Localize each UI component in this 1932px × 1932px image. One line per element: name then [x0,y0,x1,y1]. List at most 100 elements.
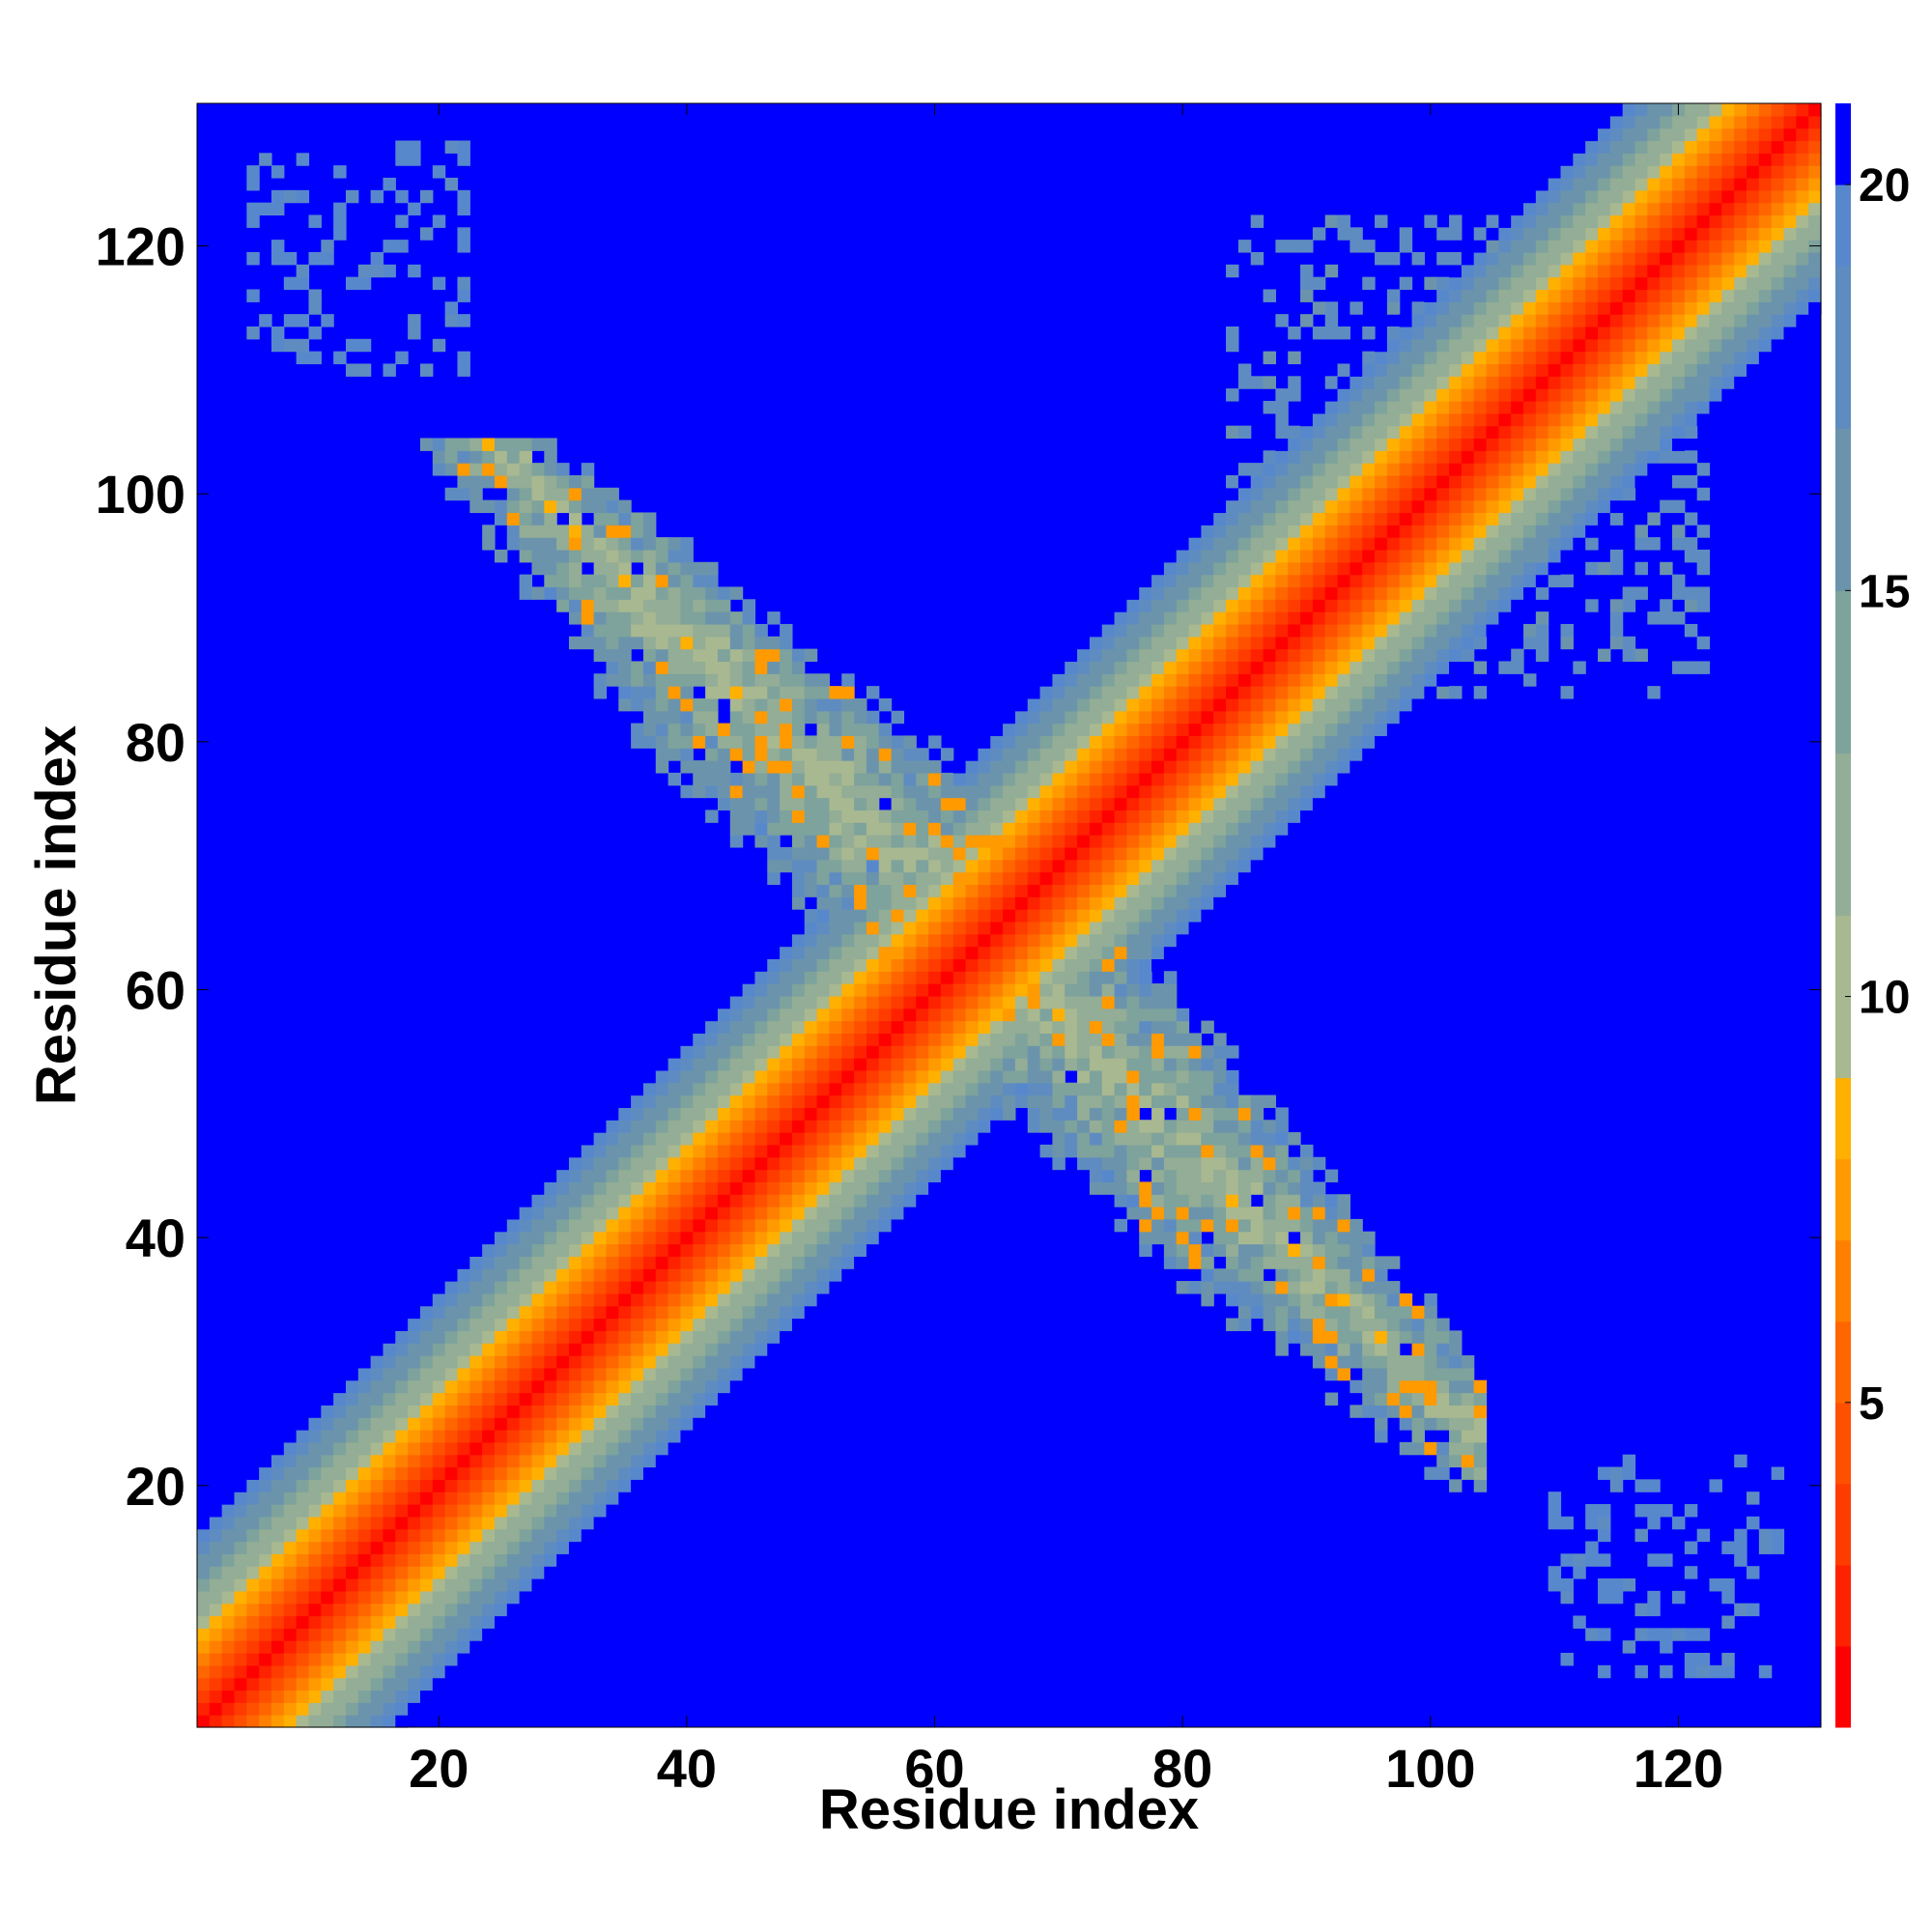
heatmap-cell [1237,846,1252,861]
heatmap-cell [705,1305,719,1320]
heatmap-cell [1300,1169,1314,1182]
heatmap-cell [1386,301,1401,315]
heatmap-cell [1598,326,1611,340]
heatmap-cell [680,1367,694,1381]
heatmap-cell [457,1504,470,1518]
heatmap-cell [791,697,806,712]
heatmap-cell [531,1504,545,1518]
heatmap-cell [618,1094,632,1108]
heatmap-cell [1511,326,1524,340]
heatmap-cell [444,1479,459,1492]
heatmap-cell [531,1528,545,1543]
heatmap-cell [321,1715,334,1728]
heatmap-cell [866,686,880,699]
heatmap-cell [321,1479,334,1492]
heatmap-cell [804,1008,818,1022]
heatmap-cell [370,1715,384,1728]
heatmap-cell [878,1020,893,1034]
heatmap-cell [259,1516,272,1530]
heatmap-cell [568,574,582,588]
heatmap-cell [1226,1169,1239,1182]
heatmap-cell [457,1541,470,1554]
heatmap-cell [259,1578,272,1592]
heatmap-cell [581,1379,595,1394]
heatmap-cell [593,1417,608,1431]
heatmap-cell [1237,574,1252,588]
heatmap-cell [593,1454,608,1468]
heatmap-cell [1386,400,1401,414]
heatmap-cell [482,1553,496,1567]
heatmap-cell [878,1169,893,1182]
heatmap-cell [1598,214,1611,228]
heatmap-cell [1089,697,1103,712]
heatmap-cell [383,1702,396,1716]
heatmap-cell [866,871,880,886]
heatmap-cell [804,846,818,861]
heatmap-cell [1226,835,1239,848]
heatmap-cell [1126,636,1140,650]
heatmap-cell [1473,227,1488,241]
heatmap-cell [1014,748,1029,761]
heatmap-cell [854,1107,867,1121]
heatmap-cell [444,487,459,501]
heatmap-cell [544,512,557,526]
heatmap-cell [321,1392,334,1406]
heatmap-cell [457,1615,470,1629]
heatmap-cell [1375,438,1388,451]
heatmap-cell [829,686,842,699]
heatmap-cell [928,1094,942,1108]
heatmap-cell [296,1466,310,1480]
heatmap-cell [606,1107,619,1121]
heatmap-cell [1114,958,1127,972]
heatmap-cell [1312,438,1326,451]
heatmap-cell [866,1144,880,1158]
heatmap-cell [1027,995,1041,1009]
heatmap-cell [866,1132,880,1146]
heatmap-cell [742,1094,756,1108]
heatmap-cell [1151,772,1165,786]
heatmap-cell [1077,810,1091,823]
heatmap-cell [1337,686,1350,699]
heatmap-cell [494,474,508,489]
heatmap-cell [1498,599,1512,612]
heatmap-cell [878,909,893,923]
heatmap-cell [1139,846,1152,861]
heatmap-cell [767,1281,781,1294]
heatmap-cell [1386,363,1401,377]
heatmap-cell [854,735,867,749]
heatmap-cell [568,1392,582,1406]
heatmap-cell [482,1615,496,1629]
heatmap-cell [1486,599,1499,612]
heatmap-cell [506,1603,521,1617]
heatmap-cell [1139,710,1152,724]
heatmap-cell [1226,822,1239,836]
heatmap-cell [1411,376,1425,389]
heatmap-cell [1151,748,1165,761]
heatmap-cell [668,1417,682,1431]
heatmap-cell [717,686,731,699]
heatmap-cell [717,1355,731,1369]
heatmap-cell [1424,363,1437,377]
heatmap-cell [705,710,719,724]
heatmap-cell [1424,611,1437,625]
heatmap-cell [556,599,570,612]
heatmap-cell [321,1405,334,1418]
heatmap-cell [519,549,533,563]
heatmap-cell [1386,723,1401,737]
heatmap-cell [1598,1628,1611,1641]
heatmap-cell [1237,512,1252,526]
heatmap-cell [1498,301,1512,315]
heatmap-cell [519,1578,533,1592]
heatmap-cell [1548,549,1562,563]
heatmap-cell [816,1243,831,1257]
heatmap-cell [1201,648,1214,663]
heatmap-cell [1473,623,1488,638]
heatmap-cell [767,810,781,823]
heatmap-cell [408,1578,421,1592]
heatmap-cell [1535,648,1549,663]
heatmap-cell [1114,846,1127,861]
heatmap-cell [1188,1120,1202,1133]
heatmap-cell [952,846,967,861]
heatmap-cell [631,1293,644,1307]
heatmap-cell [1003,896,1016,910]
